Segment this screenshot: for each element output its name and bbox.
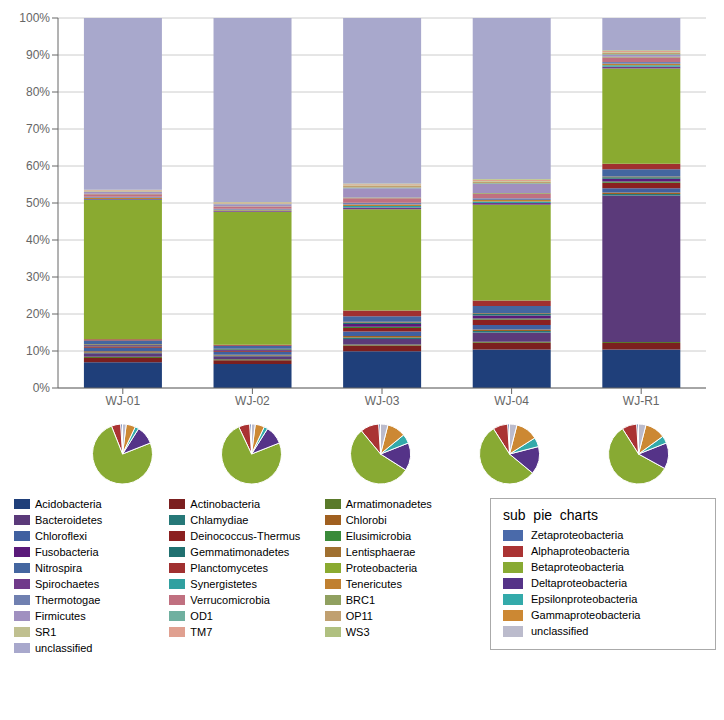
html-text:Spirochaetes: Spirochaetes	[35, 578, 100, 590]
html-text:Firmicutes: Firmicutes	[35, 610, 86, 622]
html-text:Epsilonproteobacteria: Epsilonproteobacteria	[531, 593, 638, 605]
html-text:Gammaproteobacteria: Gammaproteobacteria	[531, 609, 641, 621]
html-text:Chlorobi: Chlorobi	[345, 514, 387, 526]
html-text:Betaproteobacteria: Betaproteobacteria	[531, 561, 624, 573]
svg-text:40%: 40%	[26, 233, 50, 247]
svg-text:90%: 90%	[26, 48, 50, 62]
html-text:Acidobacteria: Acidobacteria	[35, 498, 102, 510]
html-text:BRC1: BRC1	[345, 594, 375, 606]
html-text:Chlamydiae: Chlamydiae	[190, 514, 249, 526]
html-text:Thermotogae: Thermotogae	[35, 594, 101, 606]
html-text:Elusimicrobia: Elusimicrobia	[345, 530, 412, 542]
html-text:OD1: OD1	[190, 610, 213, 622]
html-text:OP11: OP11	[345, 610, 373, 622]
html-text:Planctomycetes: Planctomycetes	[190, 562, 268, 574]
html-text:sub pie charts: sub pie charts	[503, 507, 598, 523]
svg-text:WJ-02: WJ-02	[235, 394, 270, 408]
html-text:Proteobacteria: Proteobacteria	[345, 562, 418, 574]
html-text:Actinobacteria: Actinobacteria	[190, 498, 260, 510]
html-text:Bacteroidetes: Bacteroidetes	[35, 514, 103, 526]
html-text:Zetaproteobacteria: Zetaproteobacteria	[531, 529, 624, 541]
html-text:SR1: SR1	[35, 626, 57, 638]
svg-text:WJ-03: WJ-03	[365, 394, 400, 408]
html-text:unclassified: unclassified	[35, 642, 93, 654]
svg-text:70%: 70%	[26, 122, 50, 136]
html-text:Armatimonadetes: Armatimonadetes	[345, 498, 432, 510]
svg-text:60%: 60%	[26, 159, 50, 173]
svg-text:WJ-R1: WJ-R1	[623, 394, 660, 408]
svg-text:WJ-01: WJ-01	[105, 394, 140, 408]
html-text:Verrucomicrobia: Verrucomicrobia	[190, 594, 270, 606]
html-text:Fusobacteria: Fusobacteria	[35, 546, 99, 558]
html-text:Lentisphaerae: Lentisphaerae	[345, 546, 416, 558]
svg-text:WJ-04: WJ-04	[494, 394, 529, 408]
html-text:Deinococcus-Thermus: Deinococcus-Thermus	[190, 530, 301, 542]
html-text:TM7: TM7	[190, 626, 213, 638]
html-text:Alphaproteobacteria: Alphaproteobacteria	[531, 545, 630, 557]
svg-text:0%: 0%	[33, 381, 51, 395]
html-text:Gemmatimonadetes: Gemmatimonadetes	[190, 546, 290, 558]
html-text:unclassified: unclassified	[531, 625, 589, 637]
html-text:Nitrospira: Nitrospira	[35, 562, 83, 574]
svg-text:50%: 50%	[26, 196, 50, 210]
html-text:Chloroflexi: Chloroflexi	[35, 530, 87, 542]
html-text:WS3: WS3	[345, 626, 370, 638]
html-text:Tenericutes: Tenericutes	[345, 578, 402, 590]
svg-text:20%: 20%	[26, 307, 50, 321]
html-text:Deltaproteobacteria: Deltaproteobacteria	[531, 577, 627, 589]
html-text:Synergistetes: Synergistetes	[190, 578, 257, 590]
svg-text:100%: 100%	[19, 11, 50, 25]
svg-text:30%: 30%	[26, 270, 50, 284]
svg-text:80%: 80%	[26, 85, 50, 99]
svg-text:10%: 10%	[26, 344, 50, 358]
